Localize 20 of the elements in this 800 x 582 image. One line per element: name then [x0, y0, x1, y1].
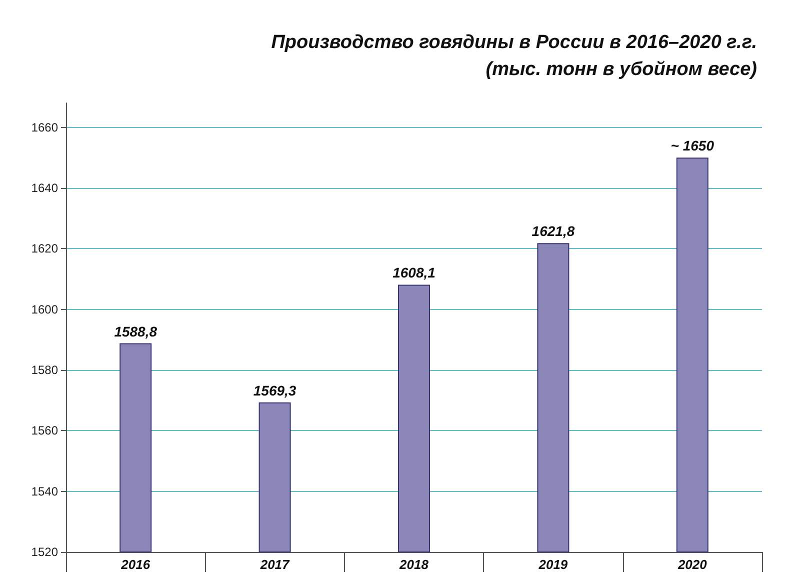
chart-title: Производство говядины в России в 2016–2020 г.г. — [271, 32, 757, 53]
data-label: 1621,8 — [532, 223, 575, 240]
y-tick-label: 1660 — [31, 120, 58, 134]
y-tick-label: 1580 — [31, 362, 58, 377]
y-tick-label: 1640 — [31, 180, 58, 195]
chart-subtitle: (тыс. тонн в убойном весе) — [486, 59, 758, 80]
x-tick-label: 2018 — [398, 557, 430, 572]
x-tick-label: 2016 — [120, 557, 151, 572]
y-tick-label: 1540 — [31, 484, 58, 498]
y-tick-label: 1560 — [31, 424, 58, 438]
x-tick-label: 2019 — [538, 557, 568, 572]
y-tick-label: 1620 — [31, 242, 58, 256]
x-tick-label: 2017 — [259, 557, 290, 572]
y-tick-label: 1600 — [31, 302, 58, 316]
data-label: ~ 1650 — [670, 138, 714, 154]
y-tick-label: 1520 — [31, 545, 58, 559]
data-label: 1588,8 — [114, 323, 158, 340]
data-label: 1569,3 — [253, 382, 296, 398]
x-tick-label: 2020 — [676, 557, 708, 572]
data-label: 1608,1 — [392, 264, 436, 281]
